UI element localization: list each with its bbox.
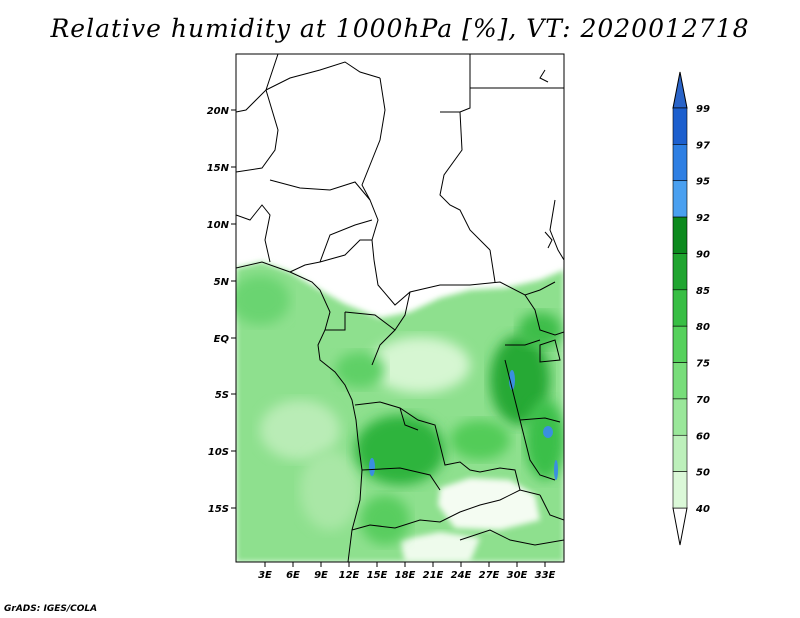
lat-label: 20N (207, 106, 230, 117)
lat-label: 15N (207, 163, 230, 174)
colorbar-band (672, 325, 688, 363)
lon-label: 12E (339, 570, 360, 581)
lon-label: 24E (451, 570, 472, 581)
colorbar-band (672, 216, 688, 254)
colorbar-level-label: 60 (696, 431, 710, 442)
colorbar-band (672, 434, 688, 472)
lat-label: 5N (214, 277, 230, 288)
colorbar-band (672, 144, 688, 182)
colorbar-level-label: 80 (696, 322, 710, 333)
lon-label: 21E (423, 570, 444, 581)
colorbar-level-label: 99 (696, 104, 710, 115)
political-borders (236, 54, 564, 562)
colorbar-level-label: 50 (696, 468, 710, 479)
lat-label: 5S (215, 390, 229, 401)
lat-label: 10S (208, 447, 229, 458)
lon-label: 3E (258, 570, 272, 581)
colorbar-band (672, 180, 688, 218)
latitude-axis: 20N 15N 10N 5N EQ 5S 10S 15S (207, 106, 236, 515)
lon-label: 30E (507, 570, 528, 581)
longitude-axis: 3E 6E 9E 12E 15E 18E 21E 24E 27E 30E 33E (258, 562, 556, 581)
colorbar-bottom-arrow (672, 507, 688, 546)
lon-label: 18E (395, 570, 416, 581)
lon-label: 15E (367, 570, 388, 581)
colorbar-level-label: 85 (696, 286, 710, 297)
lon-label: 27E (479, 570, 500, 581)
map-title: Relative humidity at 1000hPa [%], VT: 20… (50, 14, 750, 43)
colorbar-level-label: 97 (696, 140, 710, 151)
credit-label: GrADS: IGES/COLA (4, 604, 98, 614)
colorbar-band (672, 253, 688, 291)
lat-label: EQ (214, 334, 230, 345)
lon-label: 6E (286, 570, 300, 581)
humidity-field (236, 54, 564, 562)
lat-label: 15S (208, 504, 229, 515)
colorbar-level-label: 90 (696, 249, 710, 260)
colorbar-band (672, 362, 688, 400)
colorbar: 99 97 95 92 90 85 80 75 70 60 50 40 (672, 71, 710, 546)
colorbar-level-label: 95 (696, 177, 710, 188)
colorbar-band (672, 471, 688, 509)
lon-label: 33E (535, 570, 556, 581)
colorbar-top-arrow (672, 71, 688, 109)
colorbar-level-label: 75 (696, 359, 710, 370)
colorbar-band (672, 398, 688, 436)
lon-label: 9E (314, 570, 328, 581)
colorbar-level-label: 40 (695, 504, 710, 515)
colorbar-level-label: 70 (696, 395, 710, 406)
colorbar-level-label: 92 (696, 213, 710, 224)
colorbar-band (672, 289, 688, 327)
map-frame (235, 53, 565, 563)
lat-label: 10N (207, 220, 230, 231)
colorbar-band (672, 107, 688, 145)
